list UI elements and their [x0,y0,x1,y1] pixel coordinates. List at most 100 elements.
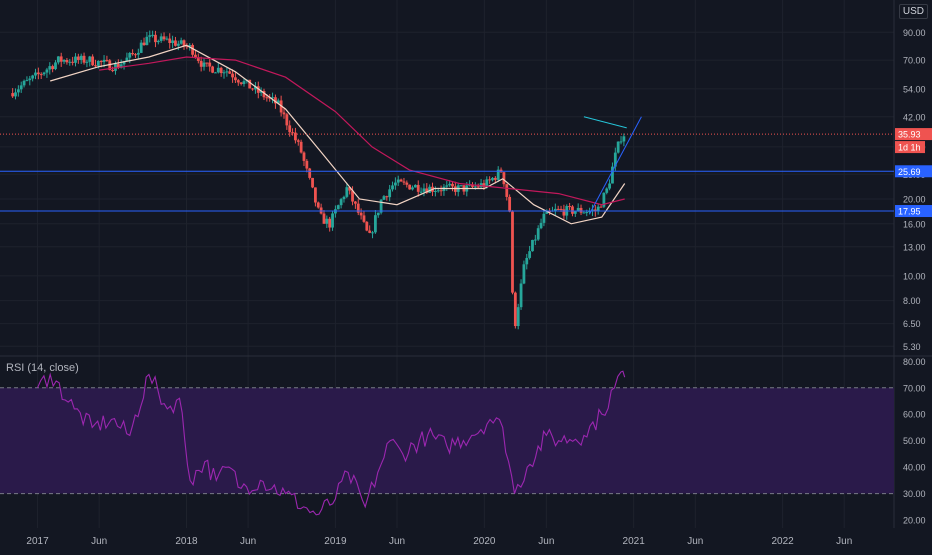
price-tick-label: 54.00 [903,84,926,94]
candle-body [165,38,169,40]
candle-body [322,213,326,224]
candle-body [185,46,189,48]
candle-body [533,239,537,241]
candle-body [408,184,412,190]
candle-body [562,209,566,216]
candle-body [116,64,120,68]
candle-body [576,207,580,212]
candle-body [48,66,52,70]
candle-body [319,207,323,214]
price-tick-label: 5.30 [903,342,921,352]
candle-body [448,183,452,186]
candle-body [314,187,317,203]
candle-body [294,132,297,141]
candle-body [545,210,549,214]
timeframe-tag-label: 1d 1h [898,143,921,153]
candle-body [473,186,477,188]
trendline [589,116,642,215]
candle-body [608,183,612,189]
moving-average-line [99,56,625,206]
candle-body [325,218,329,224]
candle-body [156,40,160,43]
candle-body [571,206,574,214]
candle-body [14,92,17,97]
price-tick-label: 13.00 [903,242,926,252]
candle-body [259,90,263,93]
candle-body [559,208,563,210]
candle-body [288,125,292,133]
candle-body [505,184,509,197]
candle-body [305,160,309,169]
candle-body [199,60,203,67]
candle-body [68,61,72,63]
candle-body [176,43,180,46]
x-tick-label: Jun [91,536,107,547]
candle-body [391,185,394,190]
candle-body [373,215,377,233]
candle-body [179,40,183,44]
candle-body [136,52,140,55]
candle-body [496,169,500,180]
candle-body [74,56,77,63]
candle-body [79,55,83,60]
candle-body [585,212,589,214]
currency-label[interactable]: USD [898,4,928,19]
candle-body [579,207,583,213]
candle-body [556,208,560,210]
candle-body [425,188,429,193]
candle-body [491,177,494,181]
candle-body [162,36,166,40]
candle-body [445,185,449,187]
rsi-band [0,387,894,494]
candle-body [125,57,129,62]
candle-body [459,185,463,187]
candle-body [568,206,572,208]
candle-body [596,206,600,212]
candle-body [516,307,520,327]
candle-body [525,257,529,265]
x-tick-label: 2019 [324,536,347,547]
candle-body [536,228,540,240]
candle-body [151,34,155,36]
x-tick-label: Jun [538,536,554,547]
candle-body [336,205,340,210]
candle-body [353,201,357,204]
candle-body [339,199,343,206]
candle-body [531,239,534,252]
candle-body [616,141,620,153]
candle-body [85,61,89,63]
candle-body [376,212,380,216]
candle-body [342,196,346,200]
candle-body [299,141,303,153]
candle-body [214,72,217,74]
candle-body [262,90,266,98]
candle-body [385,196,389,198]
candle-body [411,187,414,190]
candle-body [145,36,149,46]
candle-body [413,184,417,188]
rsi-tick-label: 40.00 [903,463,926,473]
level-tag-box [895,165,932,178]
candle-body [71,61,75,63]
candle-body [622,136,626,142]
level-tag-box [895,205,932,218]
candle-body [382,196,386,200]
candle-body [419,191,423,193]
candle-body [453,186,457,192]
candle-body [222,72,226,74]
candle-body [205,62,209,64]
timeframe-tag-box [895,141,925,154]
candle-body [19,85,23,90]
candle-body [88,56,92,62]
candle-body [362,215,366,222]
candle-body [422,188,426,192]
candle-body [154,34,157,43]
candle-body [388,189,392,198]
candle-body [25,80,29,82]
level-tag-label: 17.95 [898,207,921,217]
candle-body [54,62,57,70]
candle-body [34,72,37,76]
candle-body [31,75,35,79]
